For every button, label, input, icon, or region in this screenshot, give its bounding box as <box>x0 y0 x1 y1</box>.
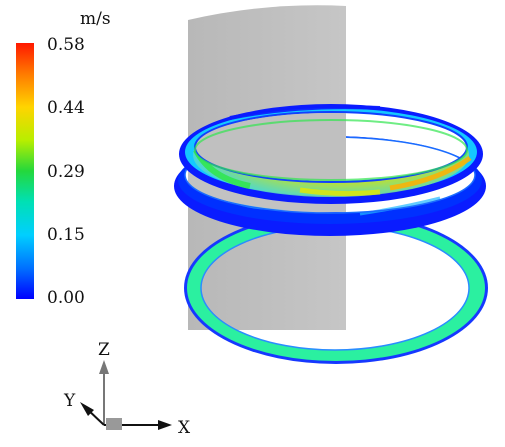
bottom-ring <box>184 212 488 364</box>
legend-tick-3: 0.15 <box>47 225 85 245</box>
legend-tick-labels: 0.58 0.44 0.29 0.15 0.00 <box>47 35 85 308</box>
axis-triad: Z Y X <box>63 340 191 438</box>
axis-label-y: Y <box>63 391 76 411</box>
legend-colorbar <box>16 43 34 299</box>
legend-unit: m/s <box>80 9 111 29</box>
inner-ring-edge <box>194 119 468 181</box>
legend-tick-1: 0.44 <box>47 98 85 118</box>
axis-label-z: Z <box>98 340 110 360</box>
axis-label-x: X <box>178 418 191 438</box>
legend-tick-2: 0.29 <box>47 162 85 182</box>
legend-tick-0: 0.58 <box>47 35 85 55</box>
legend-tick-4: 0.00 <box>47 288 85 308</box>
